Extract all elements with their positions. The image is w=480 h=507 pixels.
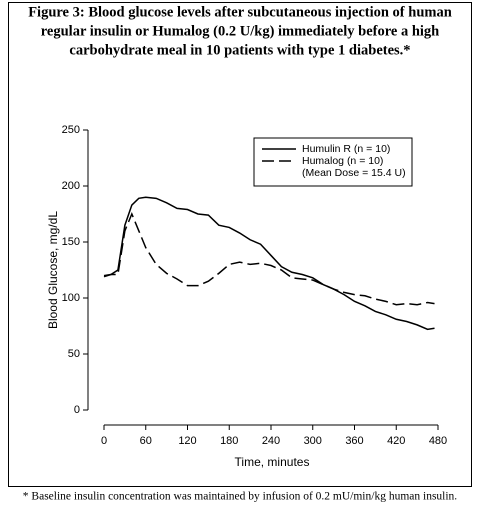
x-tick-label: 60	[140, 435, 152, 447]
x-tick-label: 360	[345, 435, 363, 447]
series-line	[103, 196, 435, 331]
frame	[8, 2, 472, 487]
series-line	[103, 212, 435, 306]
chart-title: carbohydrate meal in 10 patients with ty…	[69, 42, 410, 58]
legend-label: Humulin R (n = 10)	[302, 143, 390, 155]
y-tick-label: 100	[62, 292, 80, 304]
y-axis-label: Blood Glucose, mg/dL	[46, 211, 60, 329]
legend-label: Humalog (n = 10)	[302, 155, 383, 167]
x-tick-label: 120	[178, 435, 196, 447]
x-tick-label: 420	[387, 435, 405, 447]
footnote: * Baseline insulin concentration was mai…	[23, 491, 458, 503]
y-tick-label: 0	[74, 404, 80, 416]
x-tick-label: 300	[304, 435, 322, 447]
x-tick-label: 480	[429, 435, 447, 447]
x-tick-label: 180	[220, 435, 238, 447]
x-tick-label: 0	[101, 435, 107, 447]
legend-note: (Mean Dose = 15.4 U)	[302, 167, 406, 179]
legend-box	[253, 137, 413, 187]
y-tick-label: 50	[68, 348, 80, 360]
chart-title: regular insulin or Humalog (0.2 U/kg) im…	[41, 23, 440, 39]
x-tick-label: 240	[262, 435, 280, 447]
y-tick-label: 250	[62, 124, 80, 136]
y-tick-label: 150	[62, 236, 80, 248]
x-axis-label: Time, minutes	[235, 455, 310, 469]
chart-title: Figure 3: Blood glucose levels after sub…	[28, 4, 452, 20]
y-tick-label: 200	[62, 180, 80, 192]
